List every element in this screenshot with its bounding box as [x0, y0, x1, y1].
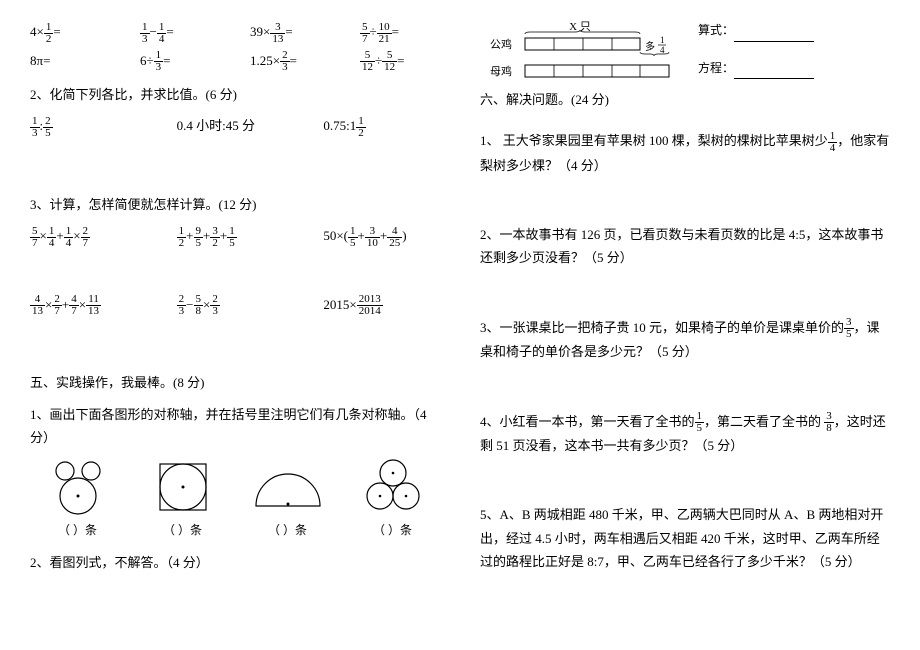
semicircle-icon	[248, 456, 328, 516]
svg-text:1: 1	[660, 35, 665, 45]
q3-row-1: 57×14+14×27 12+95+32+15 50×(15+310+425)	[30, 224, 440, 249]
female-label: 母鸡	[490, 64, 512, 78]
shape-label: （ ）条	[373, 523, 412, 537]
eq: 512÷512=	[360, 49, 440, 74]
calc-row-2: 8π= 6÷13= 1.25×23= 512÷512=	[30, 49, 440, 74]
q3-title: 3、计算，怎样简便就怎样计算。(12 分)	[30, 193, 440, 216]
shape-4: （ ）条	[345, 456, 440, 542]
square-circle-icon	[148, 456, 218, 516]
eq: 13−14=	[140, 20, 220, 45]
expr: 57×14+14×27	[30, 224, 147, 249]
male-label: 公鸡	[490, 37, 512, 51]
q1: 1、 王大爷家果园里有苹果树 100 棵，梨树的棵树比苹果树少14，他家有梨树多…	[480, 129, 890, 177]
shape-label: （ ）条	[58, 523, 97, 537]
shape-2: （ ）条	[135, 456, 230, 542]
expr: 50×(15+310+425)	[323, 224, 440, 249]
shapes-row: （ ）条 （ ）条 （ ）条	[30, 456, 440, 542]
diagram-blanks: 算式： 方程：	[698, 20, 890, 79]
ratio: 0.4 小时:45 分	[177, 114, 294, 139]
expr: 23−58×23	[177, 293, 294, 318]
expr: 413×27+47×1113	[30, 293, 147, 318]
q2: 2、一本故事书有 126 页，已看页数与未看页数的比是 4:5，这本故事书还剩多…	[480, 223, 890, 270]
ratio: 0.75:112	[323, 114, 440, 139]
diagram-svg-wrap: X 只 公鸡 母鸡	[480, 20, 690, 98]
eq: 4×12=	[30, 20, 110, 45]
bar-diagram: X 只 公鸡 母鸡	[480, 20, 890, 98]
right-column: X 只 公鸡 母鸡	[460, 20, 890, 630]
svg-text:多: 多	[645, 40, 655, 53]
left-column: 4×12= 13−14= 39×313= 57÷1021= 8π= 6÷13= …	[30, 20, 460, 630]
expr: 12+95+32+15	[177, 224, 294, 249]
q2-title: 2、化简下列各比，并求比值。(6 分)	[30, 83, 440, 106]
three-circles-tri-icon	[358, 456, 428, 516]
sec6-title: 六、解决问题。(24 分)	[480, 88, 890, 111]
eq: 8π=	[30, 49, 110, 74]
eq-label: 算式：	[698, 23, 734, 37]
shape-label: （ ）条	[163, 523, 202, 537]
sec5-title: 五、实践操作，我最棒。(8 分)	[30, 371, 440, 394]
q3: 3、一张课桌比一把椅子贵 10 元，如果椅子的单价是课桌单价的35，课桌和椅子的…	[480, 316, 890, 364]
blank	[734, 64, 814, 79]
three-circles-icon	[43, 456, 113, 516]
q4: 4、小红看一本书，第一天看了全书的15，第二天看了全书的 38，这时还剩 51 …	[480, 410, 890, 458]
svg-text:4: 4	[660, 45, 665, 55]
eq: 1.25×23=	[250, 49, 330, 74]
blank	[734, 27, 814, 42]
q3-row-2: 413×27+47×1113 23−58×23 2015×20132014	[30, 293, 440, 318]
bar-diagram-svg: X 只 公鸡 母鸡	[480, 20, 690, 90]
shape-3: （ ）条	[240, 456, 335, 542]
calc-row-1: 4×12= 13−14= 39×313= 57÷1021=	[30, 20, 440, 45]
eq: 39×313=	[250, 20, 330, 45]
expr: 2015×20132014	[323, 293, 440, 318]
shape-1: （ ）条	[30, 456, 125, 542]
sec5-q2: 2、看图列式，不解答。（4 分）	[30, 551, 440, 574]
sec5-q1: 1、画出下面各图形的对称轴，并在括号里注明它们有几条对称轴。（4 分）	[30, 403, 440, 450]
ratio: 13:25	[30, 114, 147, 139]
q5: 5、A、B 两城相距 480 千米，甲、乙两辆大巴同时从 A、B 两地相对开出，…	[480, 503, 890, 573]
shape-label: （ ）条	[268, 523, 307, 537]
page: 4×12= 13−14= 39×313= 57÷1021= 8π= 6÷13= …	[0, 0, 920, 650]
q2-items: 13:25 0.4 小时:45 分 0.75:112	[30, 114, 440, 139]
x-label: X 只	[569, 21, 591, 33]
eq: 6÷13=	[140, 49, 220, 74]
eq: 57÷1021=	[360, 20, 440, 45]
equation-label: 方程：	[698, 61, 734, 75]
